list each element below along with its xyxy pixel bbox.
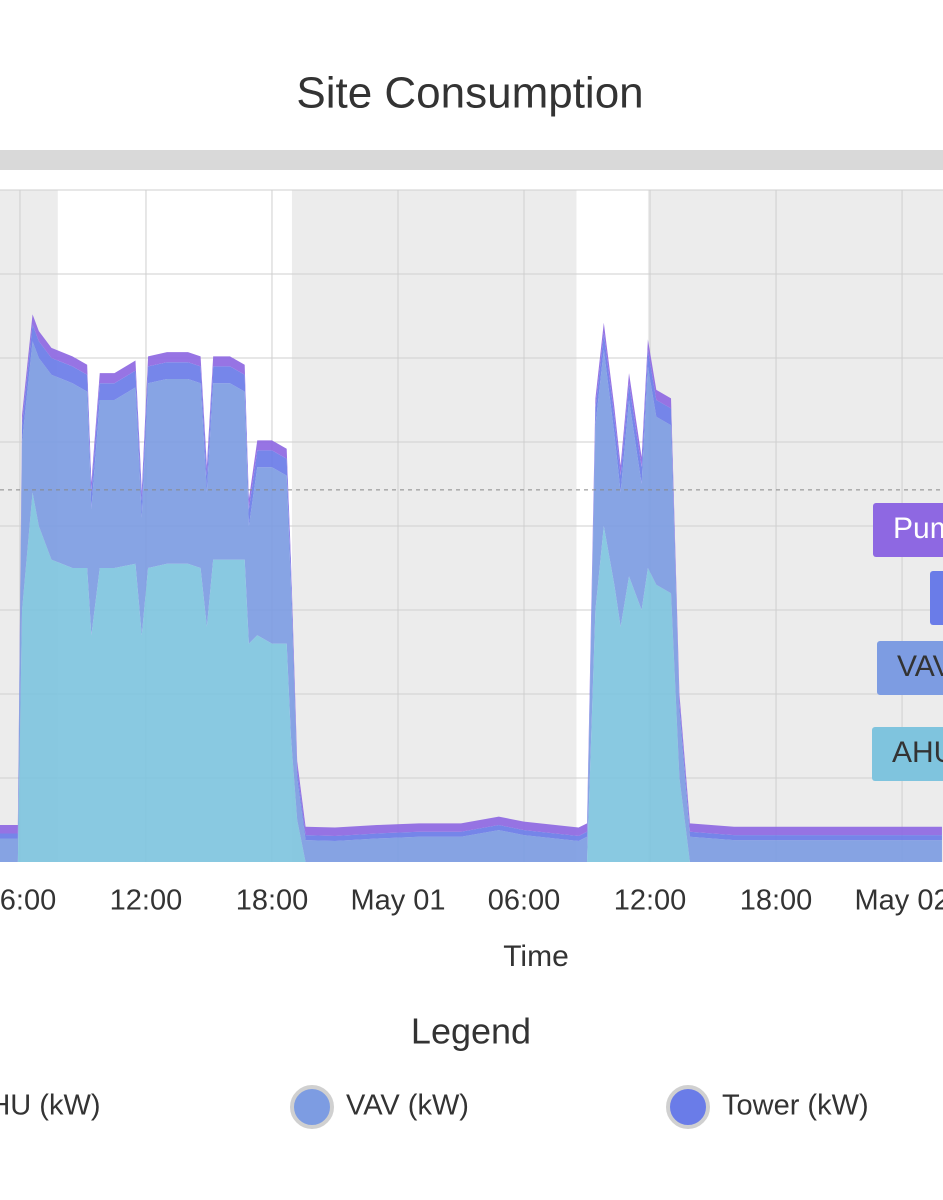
range-bar — [0, 150, 943, 170]
tags: Pump VAV AHU — [872, 503, 943, 781]
tag-label: Pump — [893, 512, 943, 545]
legend-label: AHU (kW) — [0, 1090, 100, 1122]
tag-box — [872, 727, 943, 781]
x-tick-label: 18:00 — [740, 885, 813, 917]
area — [0, 341, 942, 862]
x-tick-label: 18:00 — [236, 885, 309, 917]
legend-marker — [666, 1085, 710, 1129]
x-tick-label: May 01 — [350, 885, 445, 917]
legend-label: VAV (kW) — [346, 1090, 469, 1122]
area — [0, 492, 942, 862]
legend-label: Tower (kW) — [722, 1090, 869, 1122]
chart-title: Site Consumption — [296, 69, 643, 118]
x-tick-label: 06:00 — [0, 885, 56, 917]
x-axis-title: Time — [503, 940, 569, 973]
legend-marker — [290, 1085, 334, 1129]
tag-box — [877, 641, 943, 695]
x-tick-label: 12:00 — [614, 885, 687, 917]
legend-title: Legend — [411, 1011, 531, 1052]
x-tick-label: May 02 — [854, 885, 943, 917]
tag-box — [873, 503, 943, 557]
x-tick-label: 12:00 — [110, 885, 183, 917]
x-tick-label: 06:00 — [488, 885, 561, 917]
tag-box — [930, 571, 943, 625]
tag-label: AHU — [892, 736, 943, 769]
tag-label: VAV — [897, 650, 943, 683]
